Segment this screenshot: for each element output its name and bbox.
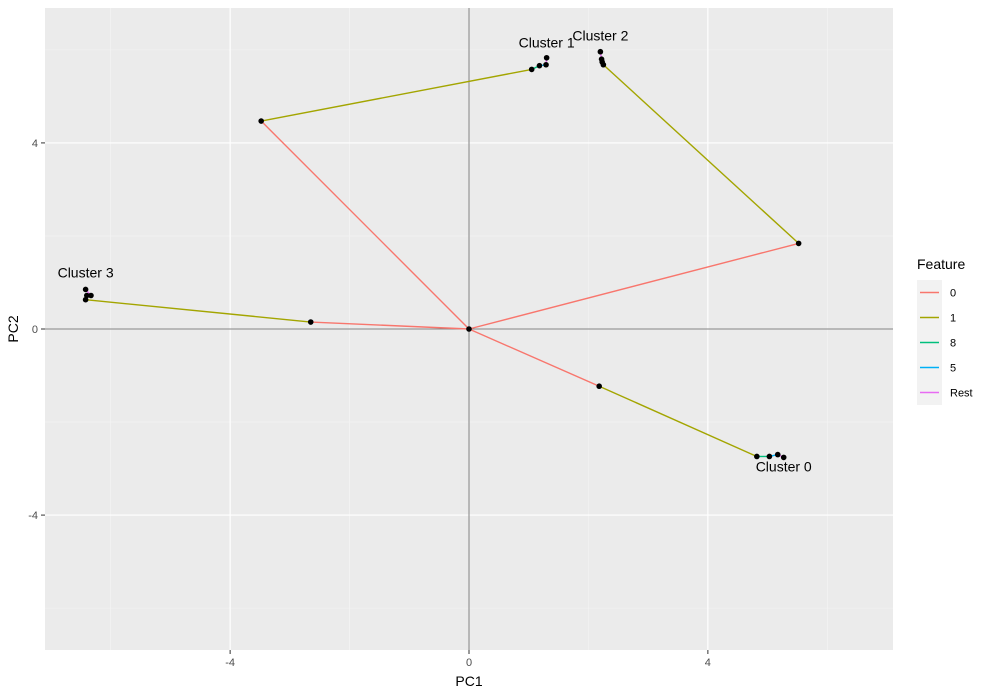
data-point — [536, 62, 543, 69]
series-segment-1 — [85, 298, 311, 323]
cluster-label: Cluster 0 — [756, 458, 812, 474]
y-tick-label: -4 — [28, 510, 38, 522]
data-point — [258, 118, 264, 124]
data-point — [84, 292, 90, 299]
legend-label: 0 — [950, 288, 956, 300]
series-segment-0 — [310, 321, 470, 330]
data-point — [766, 453, 773, 460]
y-tick-label: 4 — [32, 138, 38, 150]
series-segment-1 — [598, 385, 758, 458]
legend-label: 1 — [950, 313, 956, 325]
series-segment-0 — [260, 120, 470, 330]
data-point — [598, 56, 605, 62]
legend-label: 8 — [950, 338, 956, 350]
legend-entries: 0 1 8 5 Rest — [917, 280, 973, 405]
y-tick-label: 0 — [32, 324, 38, 336]
data-point — [780, 454, 787, 461]
x-tick-label: -4 — [225, 657, 235, 669]
cluster-label: Cluster 3 — [58, 264, 114, 280]
data-point — [82, 286, 89, 293]
x-tick-label: 4 — [705, 657, 711, 669]
data-point — [307, 319, 314, 325]
data-point — [466, 326, 472, 332]
data-point — [596, 383, 602, 390]
data-point — [543, 54, 550, 61]
data-points — [82, 48, 802, 461]
y-axis-title: PC2 — [5, 315, 21, 342]
series-segment-0 — [468, 242, 799, 330]
cluster-label: Cluster 2 — [572, 28, 628, 44]
data-point — [795, 240, 802, 247]
legend-label: Rest — [950, 388, 973, 400]
data-point — [754, 453, 760, 460]
x-tick-label: 0 — [466, 657, 472, 669]
data-point — [597, 48, 604, 55]
x-axis-ticks: -4 0 4 — [225, 650, 711, 669]
data-point — [88, 292, 94, 299]
series-segment-1 — [602, 64, 800, 244]
legend: Feature 0 1 8 5 Rest — [917, 256, 973, 405]
series-segment-0 — [468, 328, 600, 387]
data-point — [528, 66, 535, 73]
data-point — [774, 451, 781, 458]
x-axis-title: PC1 — [455, 673, 482, 689]
legend-label: 5 — [950, 363, 956, 375]
y-axis-ticks: -4 0 4 — [28, 138, 45, 522]
cluster-label: Cluster 1 — [519, 35, 575, 51]
data-point — [543, 61, 549, 68]
legend-title: Feature — [917, 256, 965, 272]
series-segment-1 — [261, 68, 532, 122]
